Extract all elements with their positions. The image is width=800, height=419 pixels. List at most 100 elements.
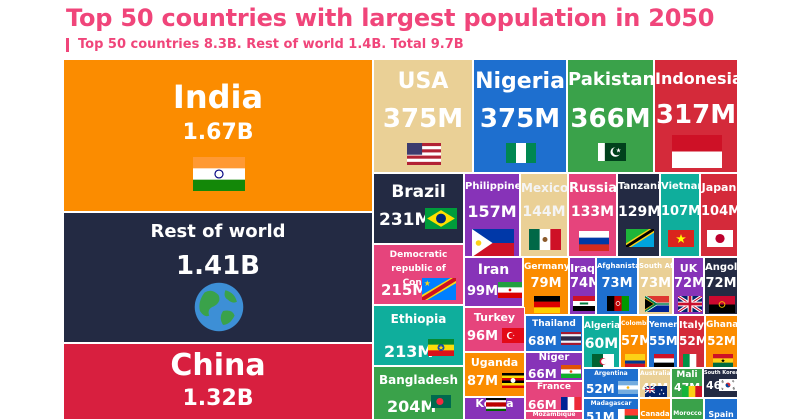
chart-subtitle: Top 50 countries 8.3B. Rest of world 1.4… (66, 38, 464, 52)
tile-value: 1.41B (176, 251, 260, 281)
tile-name: Colombia (621, 320, 647, 327)
tile-value: 1.67B (182, 120, 254, 145)
south-korea-flag (719, 379, 737, 391)
colombia-flag (625, 354, 645, 367)
tile-philippines: Philippines 157M (464, 173, 520, 257)
mali-flag (682, 386, 702, 397)
tile-spain: Spain (704, 398, 738, 419)
tile-uganda: Uganda 87M (464, 352, 525, 397)
tile-name: South Korea (704, 370, 738, 376)
tile-name: Democratic republic of Congo (389, 250, 448, 288)
tile-name: Germany (524, 262, 569, 272)
algeria-flag (592, 354, 614, 367)
tile-niger: Niger 66M (525, 352, 583, 381)
afghanistan-flag (607, 296, 629, 311)
tile-yemen: Yemen 55M (648, 315, 678, 368)
kenya-flag (486, 398, 506, 411)
tile-name: Brazil (391, 182, 446, 202)
tile-name: Afghanistan (597, 262, 637, 270)
tile-name: Mali (676, 370, 698, 380)
tile-germany: Germany 79M (523, 257, 569, 315)
pakistan-flag (598, 143, 626, 161)
iraq-flag (573, 296, 595, 311)
tile-value: 157M (467, 202, 517, 221)
tile-value: 66M (528, 398, 557, 411)
philippines-flag (472, 229, 514, 256)
tile-name: Iraq (570, 262, 595, 275)
tile-nigeria: Nigeria 375M (473, 59, 567, 173)
ghana-flag (713, 354, 733, 367)
tile-name: Japan (701, 181, 737, 194)
tile-value: 96M (467, 329, 499, 344)
tile-name: Mozambique (532, 411, 576, 418)
tile-value: 57M (621, 334, 647, 349)
tile-value: 52M (586, 382, 615, 396)
madagascar-flag (618, 409, 638, 419)
tile-name: Pakistan (568, 69, 654, 90)
vietnam-flag (668, 230, 694, 247)
italy-flag (683, 354, 703, 367)
tile-name: Rest of world (150, 221, 286, 242)
tile-value: 72M (674, 276, 704, 291)
tile-value: 366M (570, 104, 651, 134)
tile-name: Bangladesh (378, 373, 458, 387)
tile-name: Australia (640, 370, 671, 377)
tile-value: 60M (584, 336, 619, 352)
tile-value: 66M (528, 367, 557, 381)
tile-value: 73M (601, 276, 633, 291)
tile-colombia: Colombia 57M (620, 315, 648, 368)
tile-name: France (537, 382, 571, 392)
tile-name: Canada (640, 410, 670, 418)
tile-name: Algeria (584, 321, 620, 331)
tile-name: Tanzania (618, 181, 659, 192)
tile-value: 52M (679, 334, 705, 348)
argentina-flag (618, 381, 638, 394)
tile-algeria: Algeria 60M (583, 315, 620, 368)
australia-flag (645, 386, 667, 397)
tile-south-korea: South Korea46M (703, 368, 738, 398)
tile-name: Vietnam (661, 181, 699, 192)
tile-iran: Iran 99M (464, 257, 523, 307)
tile-thailand: Thailand 68M (525, 315, 583, 352)
tile-vietnam: Vietnam 107M (660, 173, 700, 257)
tile-angola: Angola 72M (704, 257, 738, 315)
tile-usa: USA 375M (373, 59, 473, 173)
chart-title: Top 50 countries with largest population… (66, 4, 715, 32)
tile-value: 215M (381, 281, 428, 299)
tile-name: China (170, 348, 266, 383)
turkey-flag (502, 328, 524, 343)
tile-value: 317M (655, 100, 737, 130)
tile-name: Nigeria (475, 69, 565, 94)
tile-value: 51M (586, 410, 615, 419)
tile-afghanistan: Afghanistan 73M (596, 257, 638, 315)
tile-indonesia: Indonesia 317M (654, 59, 738, 173)
tile-madagascar: Madagascar 51M (583, 398, 639, 419)
tile-value: 231M (379, 210, 432, 230)
france-flag (561, 397, 581, 410)
tile-name: Ghana (706, 320, 738, 330)
tile-south-africa: South Africa 73M (638, 257, 673, 315)
tile-name: Madagascar (590, 400, 632, 407)
tile-name: Thailand (532, 319, 576, 329)
usa-flag (407, 143, 441, 165)
japan-flag (707, 230, 733, 247)
tile-value: 99M (467, 284, 499, 299)
tile-ethiopia: Ethiopia 213M (373, 305, 464, 366)
tile-mexico: Mexico 144M (520, 173, 568, 257)
tile-ghana: Ghana 52M (705, 315, 738, 368)
tile-canada: Canada (639, 398, 671, 419)
tile-name: Italy (679, 320, 705, 331)
tile-name: Indonesia (655, 69, 738, 88)
germany-flag (534, 296, 560, 313)
tile-kenya: Kenya (464, 397, 525, 419)
tile-iraq: Iraq74M (569, 257, 596, 315)
tile-italy: Italy 52M (678, 315, 705, 368)
tile-name: Iran (477, 262, 510, 278)
tanzania-flag (626, 229, 654, 247)
bangladesh-flag (431, 395, 451, 408)
uganda-flag (502, 373, 524, 388)
tile-name: South Africa (639, 262, 673, 270)
mexico-flag (529, 229, 561, 250)
ethiopia-flag (428, 339, 454, 356)
